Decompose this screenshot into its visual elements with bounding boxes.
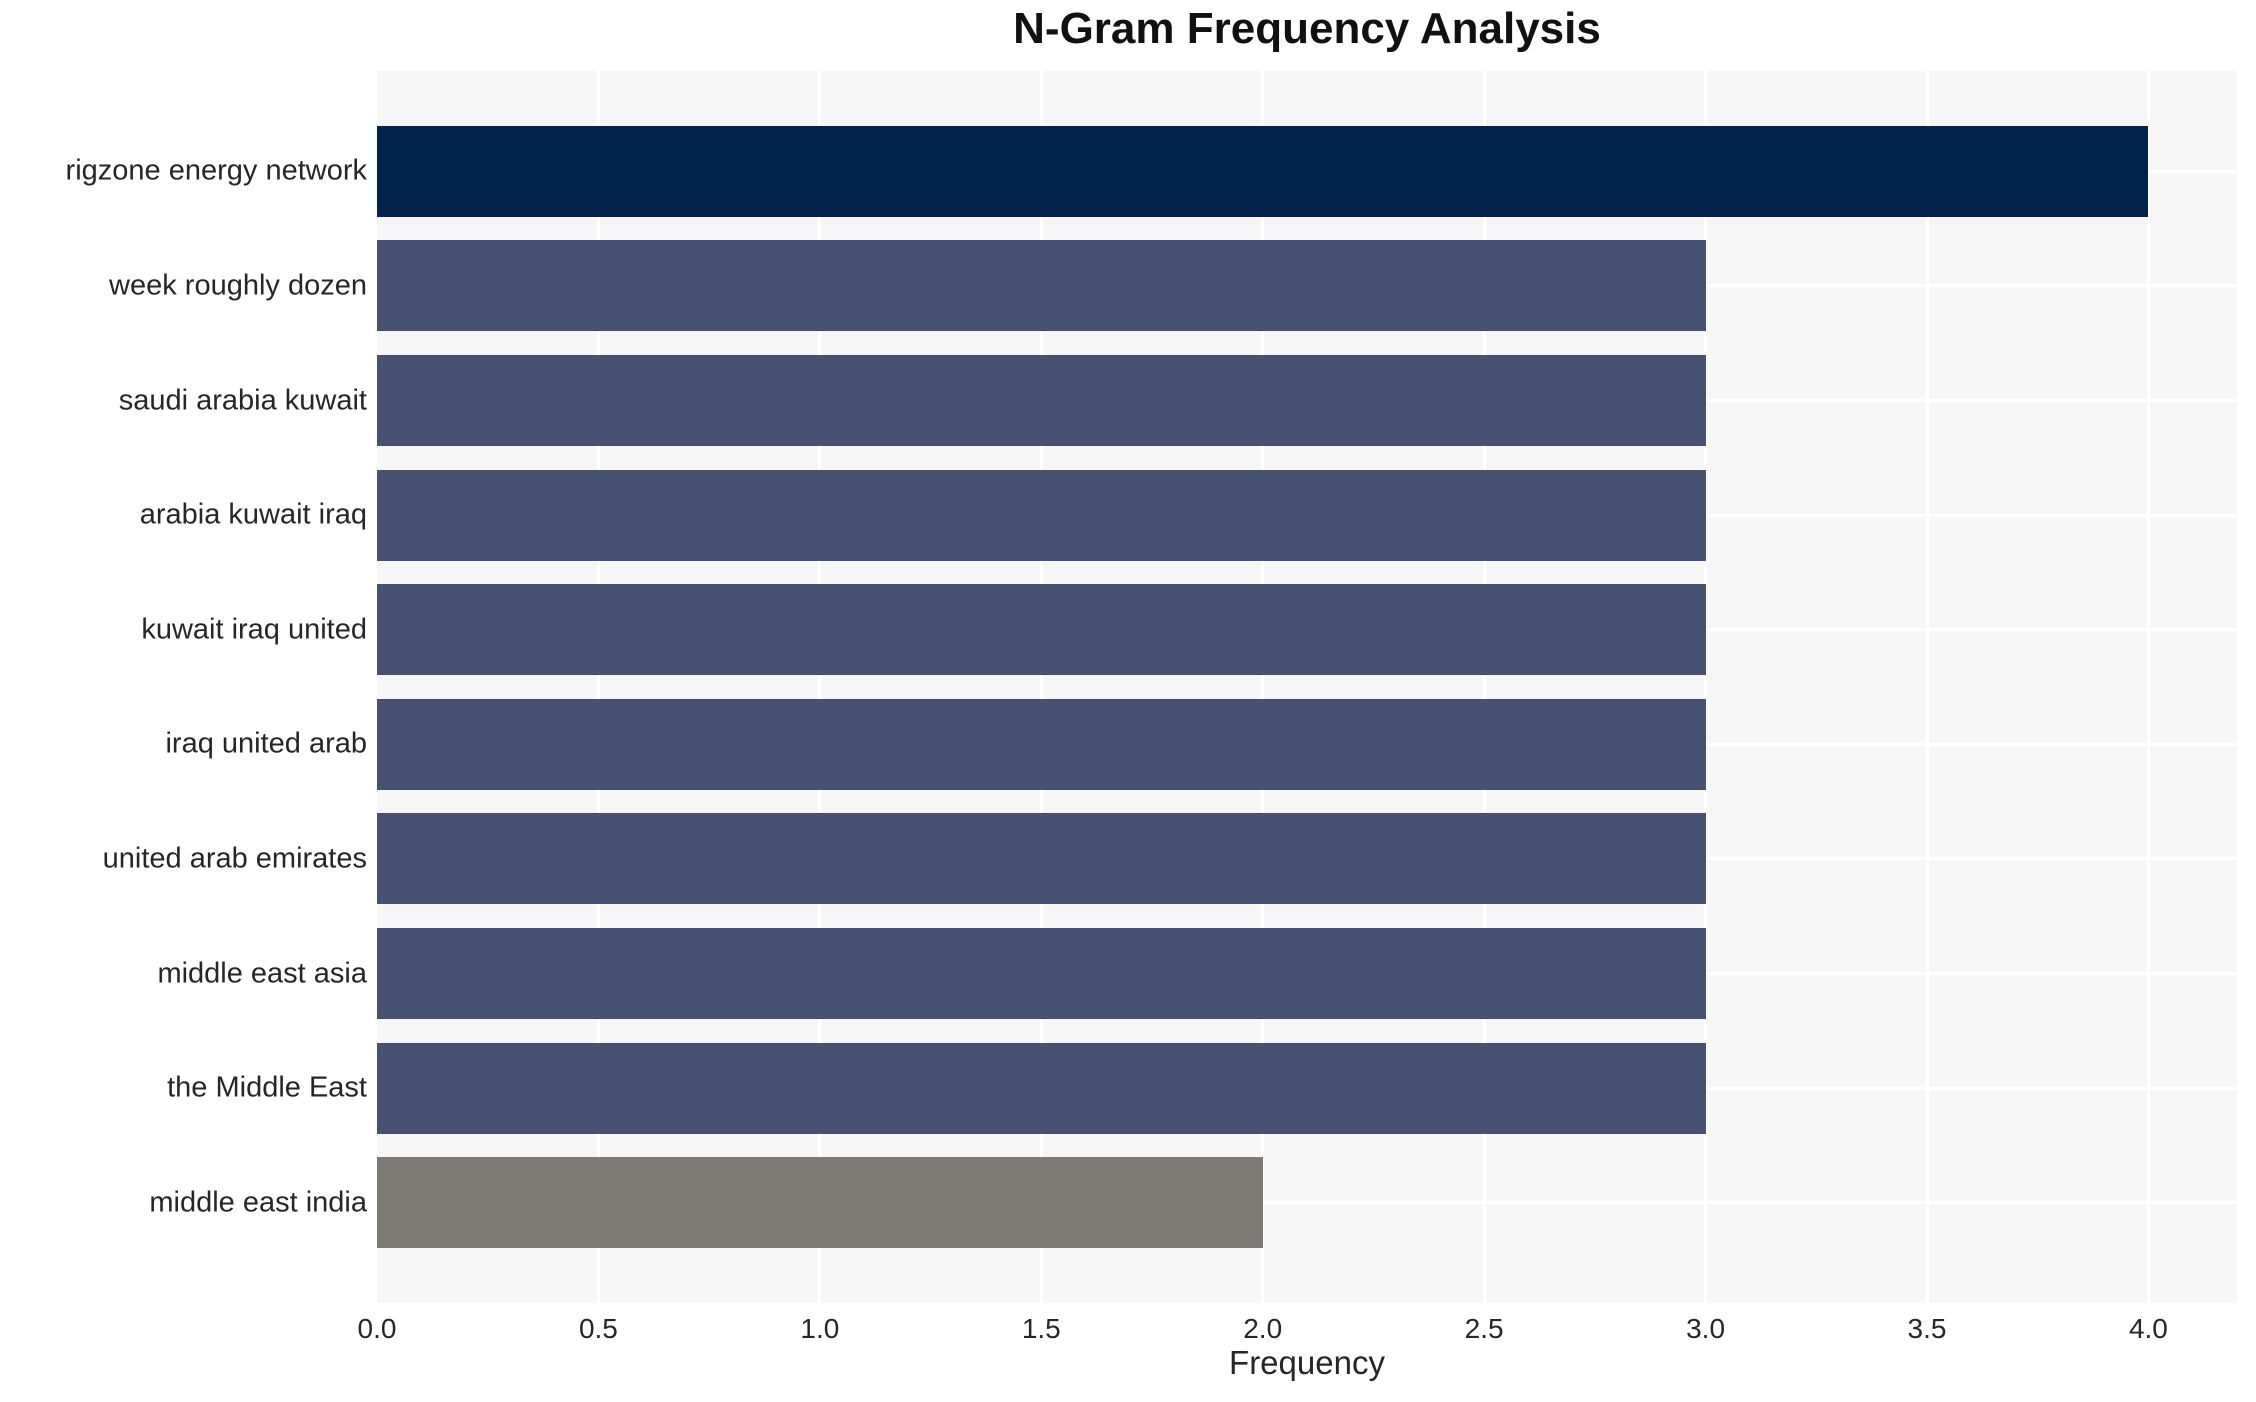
bar — [377, 698, 1706, 790]
plot-area — [377, 71, 2237, 1303]
y-tick-label: arabia kuwait iraq — [139, 498, 367, 531]
x-tick-label: 4.0 — [2128, 1313, 2168, 1344]
x-tick-label: 3.5 — [1907, 1313, 1947, 1344]
y-tick-label: week roughly dozen — [109, 269, 367, 302]
bar — [377, 813, 1706, 905]
gridline-vertical — [2146, 71, 2150, 1303]
y-tick-label: rigzone energy network — [65, 154, 367, 187]
x-tick-label: 0.5 — [578, 1313, 618, 1344]
x-tick-label: 1.0 — [800, 1313, 840, 1344]
y-tick-label: kuwait iraq united — [141, 613, 367, 646]
chart-title: N-Gram Frequency Analysis — [1013, 4, 1601, 53]
bar — [377, 355, 1706, 446]
x-tick-label: 2.5 — [1464, 1313, 1504, 1344]
y-tick-label: the Middle East — [167, 1071, 367, 1104]
bar — [377, 1157, 1263, 1249]
gridline-vertical — [1261, 71, 1265, 1303]
gridline-vertical — [596, 71, 600, 1303]
y-tick-label: middle east asia — [157, 957, 367, 989]
gridline-vertical — [1925, 71, 1929, 1303]
bar — [377, 1042, 1706, 1134]
x-tick-label: 2.0 — [1243, 1313, 1283, 1344]
x-tick-label: 0.0 — [357, 1313, 397, 1344]
gridline-vertical — [1704, 71, 1708, 1303]
x-tick-label: 1.5 — [1021, 1313, 1061, 1344]
gridline-vertical — [818, 71, 822, 1303]
x-tick-label: 3.0 — [1686, 1313, 1726, 1344]
gridline-vertical — [1482, 71, 1486, 1303]
bar — [377, 584, 1706, 676]
bar — [377, 240, 1706, 332]
y-tick-label: saudi arabia kuwait — [118, 384, 367, 416]
bar — [377, 125, 2149, 217]
gridline-vertical — [1039, 71, 1043, 1303]
bar — [377, 469, 1706, 561]
x-axis-label: Frequency — [1229, 1344, 1385, 1381]
y-tick-label: iraq united arab — [165, 727, 367, 760]
bar — [377, 928, 1706, 1019]
gridline-horizontal — [377, 1201, 2237, 1205]
y-tick-label: united arab emirates — [102, 842, 367, 875]
y-tick-label: middle east india — [149, 1186, 367, 1219]
